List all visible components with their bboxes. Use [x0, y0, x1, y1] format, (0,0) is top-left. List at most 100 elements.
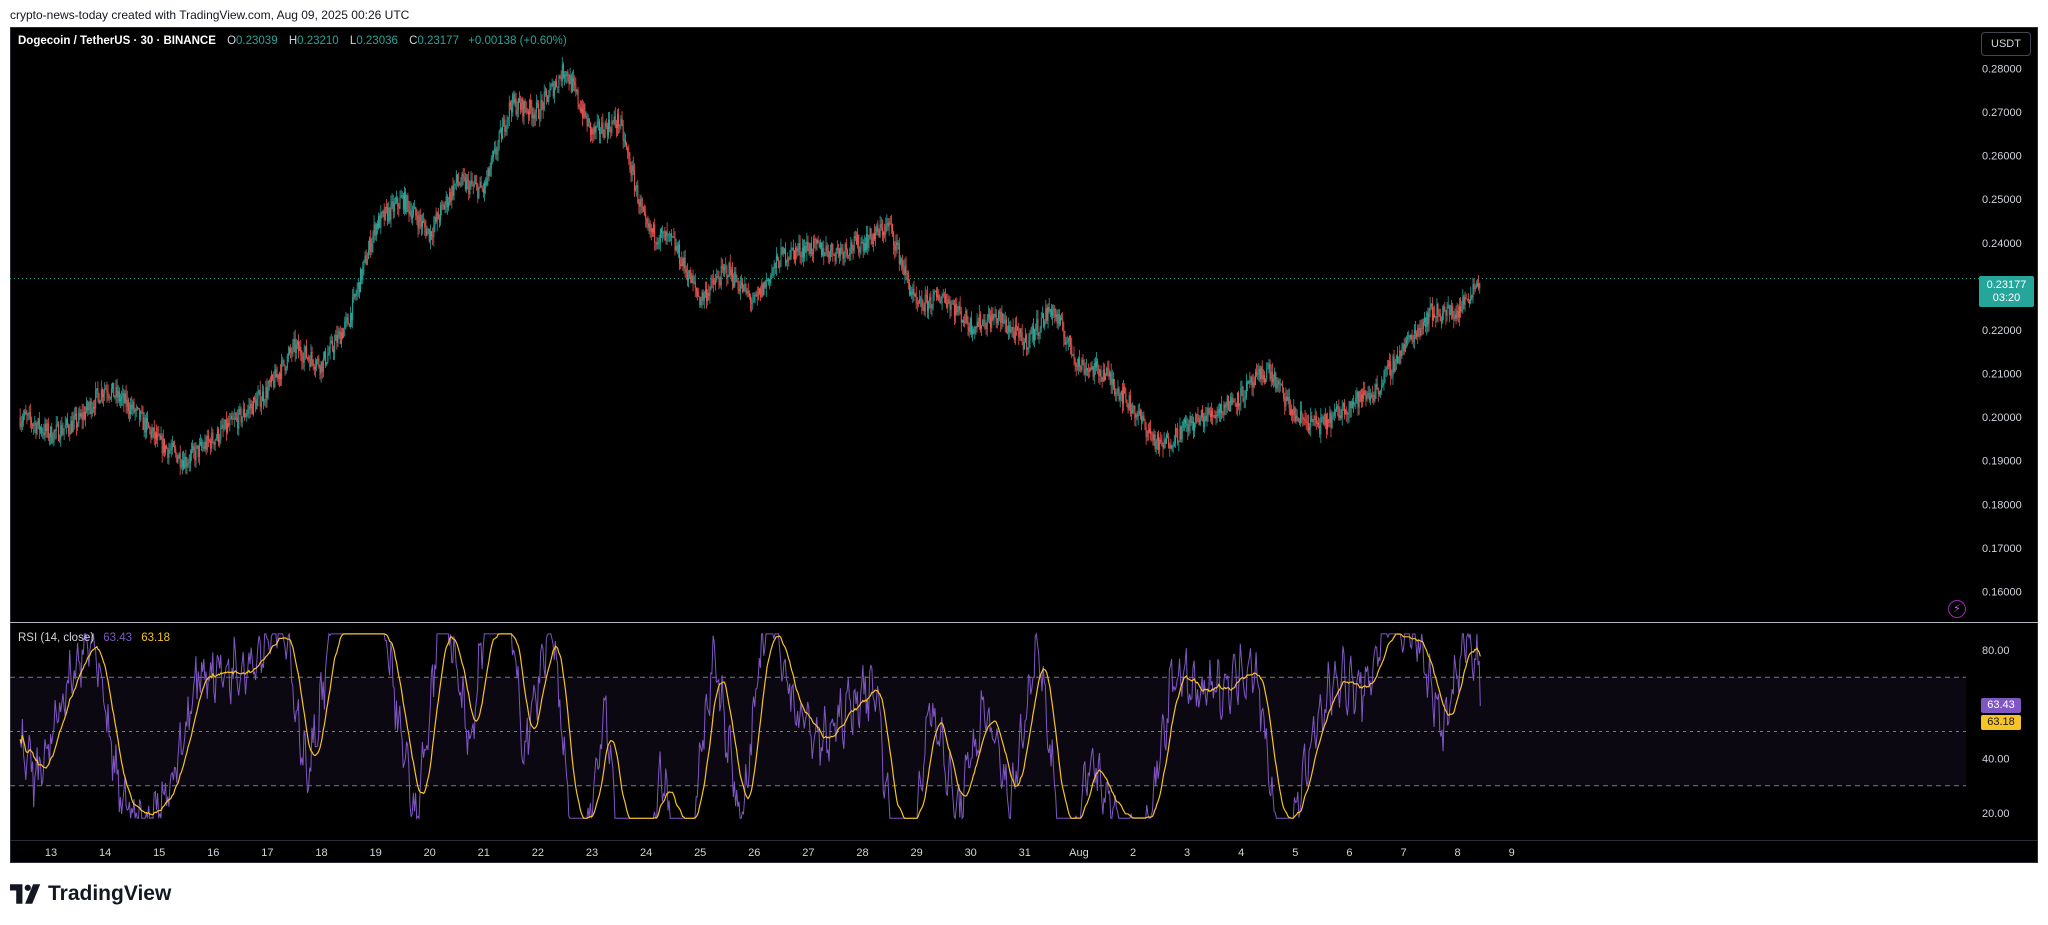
candle-body	[1003, 323, 1005, 324]
candle-body	[685, 269, 687, 273]
candle-body	[141, 411, 143, 413]
candle-body	[499, 128, 501, 132]
candle-body	[507, 117, 509, 120]
candle-body	[403, 192, 406, 210]
candle-body	[1186, 423, 1188, 425]
candle-body	[66, 419, 69, 426]
candle-body	[1234, 401, 1236, 404]
candle-body	[1090, 367, 1092, 370]
candle-body	[1056, 314, 1058, 324]
candle-body	[1012, 326, 1014, 332]
candle-body	[935, 290, 937, 297]
candle-body	[482, 188, 484, 193]
candle-body	[574, 81, 576, 86]
candle-body	[1386, 364, 1388, 369]
rsi-legend: RSI (14, close) 63.43 63.18	[18, 632, 170, 644]
chart-canvas[interactable]: 0.28000 0.27000 0.26000 0.25000 0.24000 0.230…	[10, 27, 2038, 863]
candle-body	[476, 182, 478, 185]
candle-body	[509, 102, 511, 107]
currency-button[interactable]: USDT	[1981, 32, 2031, 56]
candle-body	[901, 259, 903, 262]
candle-body	[1438, 313, 1440, 315]
candle-body	[950, 303, 952, 311]
candle-body	[1360, 394, 1362, 402]
candle-body	[46, 423, 48, 432]
candle-body	[1073, 354, 1075, 359]
candle-body	[299, 346, 301, 352]
candle-body	[71, 420, 73, 433]
candle-body	[551, 82, 553, 86]
candle-body	[1325, 413, 1327, 430]
candle-body	[414, 206, 416, 210]
candle-body	[1434, 314, 1436, 318]
candle-body	[69, 431, 71, 435]
candle-body	[965, 310, 967, 324]
candle-body	[366, 258, 368, 265]
candle-body	[355, 295, 357, 297]
candle-body	[413, 209, 415, 215]
candle-body	[1164, 439, 1166, 444]
candle-body	[78, 412, 80, 424]
candle-body	[402, 195, 404, 210]
candle-body	[739, 285, 741, 292]
candle-body	[817, 240, 819, 243]
candle-body	[764, 281, 766, 288]
candle-body	[550, 85, 552, 89]
candle-body	[1075, 363, 1077, 367]
candle-body	[1362, 394, 1364, 400]
candle-body	[1404, 344, 1406, 352]
time-tick-label: 9	[1509, 847, 1515, 859]
candle-body	[611, 121, 613, 133]
candle-body	[956, 303, 958, 313]
candle-body	[594, 126, 596, 133]
candle-body	[1396, 355, 1398, 364]
candle-body	[1253, 381, 1255, 386]
candle-body	[1244, 397, 1246, 399]
candle-body	[211, 432, 213, 449]
candle-body	[1421, 328, 1423, 329]
candle-body	[1137, 412, 1139, 417]
lightning-icon[interactable]: ⚡	[1948, 600, 1966, 618]
candle-body	[1215, 414, 1217, 419]
candle-body	[1451, 305, 1453, 314]
candle-body	[384, 207, 386, 220]
candle-body	[119, 399, 121, 402]
candle-body	[791, 247, 793, 249]
candle-body	[853, 236, 855, 251]
candle-body	[1455, 314, 1457, 319]
candle-body	[511, 106, 513, 113]
tradingview-logo[interactable]: TradingView	[10, 882, 171, 906]
candle-body	[805, 245, 807, 253]
candle-body	[25, 411, 27, 415]
candle-body	[103, 393, 105, 398]
last-price-value: 0.23177	[1986, 278, 2027, 291]
candle-body	[1102, 369, 1104, 382]
candle-body	[603, 134, 605, 138]
candle-body	[305, 346, 307, 358]
chart-frame	[10, 27, 2038, 863]
candle-body	[1354, 402, 1356, 404]
rsi-title[interactable]: RSI (14, close)	[18, 632, 95, 644]
candle-body	[1274, 372, 1276, 380]
candle-body	[285, 368, 287, 371]
candle-body	[1478, 283, 1480, 289]
candle-body	[480, 182, 482, 188]
candle-body	[258, 390, 260, 394]
candle-body	[434, 217, 436, 226]
candle-body	[209, 440, 211, 442]
candle-body	[1151, 433, 1153, 435]
candle-body	[1093, 363, 1095, 377]
candle-body	[1247, 382, 1249, 384]
symbol-name[interactable]: Dogecoin / TetherUS · 30 · BINANCE	[18, 35, 216, 47]
candle-body	[823, 248, 825, 257]
candle-body	[292, 342, 294, 354]
candle-body	[57, 423, 59, 441]
candle-body	[347, 317, 349, 325]
candle-body	[841, 247, 843, 250]
candle-body	[1158, 434, 1160, 450]
candle-body	[125, 393, 127, 407]
candle-body	[627, 147, 629, 153]
candle-body	[533, 114, 535, 119]
candle-body	[121, 396, 123, 400]
candle-body	[699, 296, 701, 306]
